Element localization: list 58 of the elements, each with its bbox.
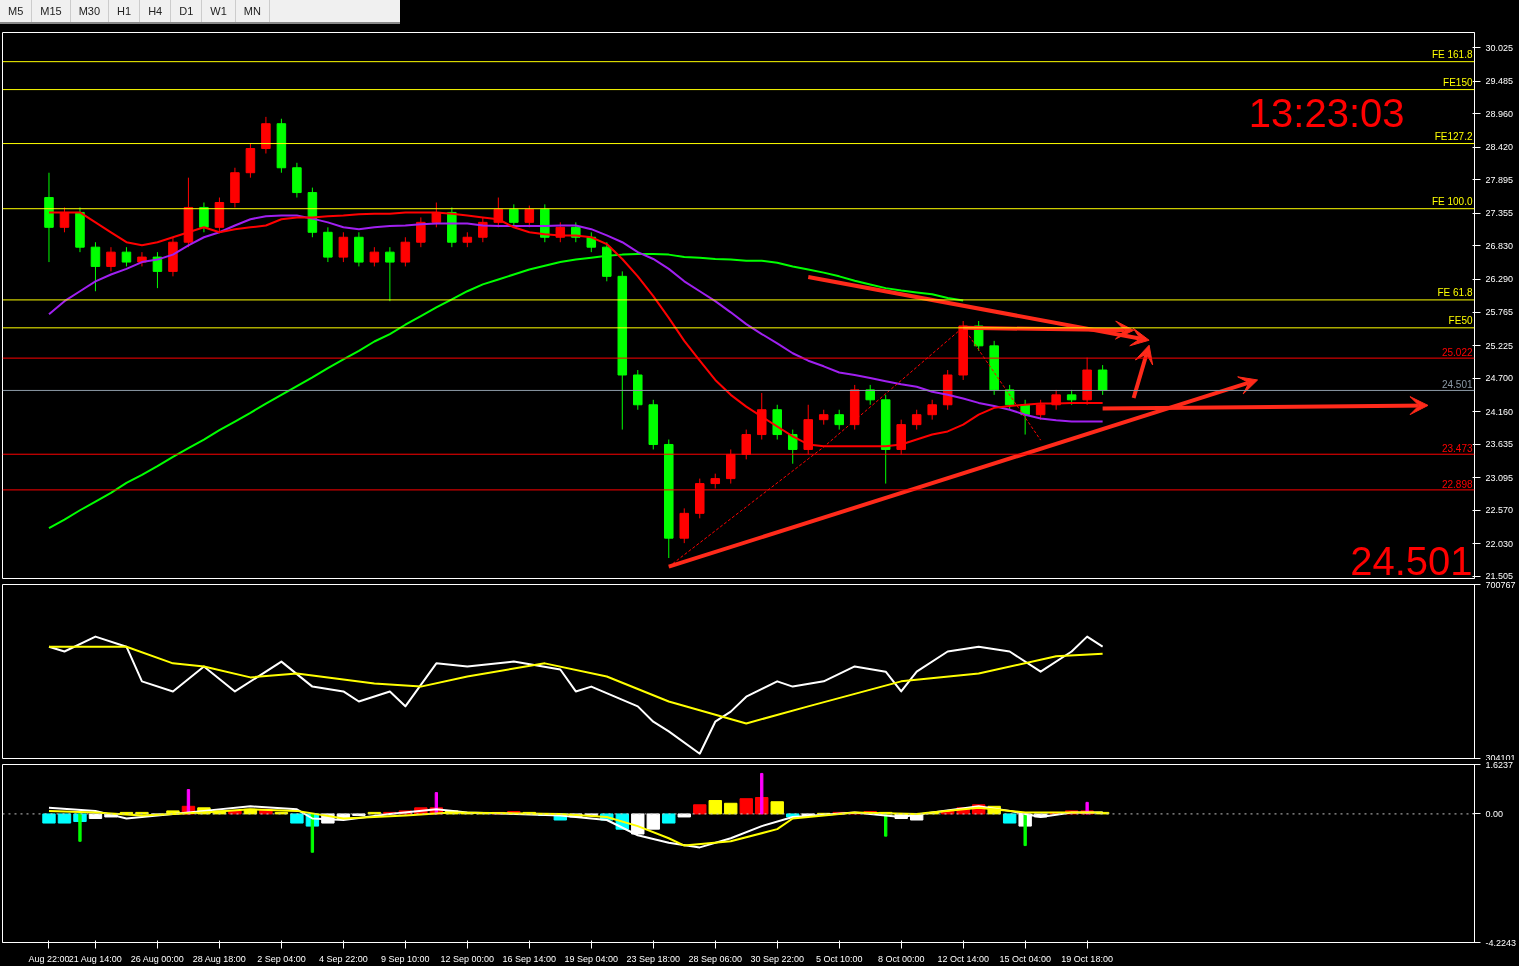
ref-line-label: FE 100.0 [1431,195,1473,207]
text: H1 [109,0,141,22]
x-tick-label: 2 Sep 04:00 [257,953,306,964]
y-tick-label: 27.355 [1485,208,1514,219]
x-tick-label: 26 Aug 00:00 [130,953,184,964]
text: M5 [0,0,33,22]
x-tick-label: 5 Oct 10:00 [815,953,863,964]
y-tick-label: 22.570 [1485,505,1514,516]
y-tick-label: 29.485 [1485,76,1514,87]
y-tick-label: 23.095 [1485,472,1514,483]
ref-line-label: 25.022 [1441,347,1473,359]
y-tick-label: 27.895 [1485,174,1514,185]
ref-line-label: 22.898 [1441,478,1473,490]
text: D1 [171,0,203,22]
x-tick-label: Aug 22:00 [28,953,70,964]
y-tick-label: 23.635 [1485,439,1514,450]
text: M15 [32,0,71,22]
x-tick-label: 12 Oct 14:00 [937,953,989,964]
ref-line-label: FE50 [1448,314,1473,326]
ref-line-label: FE150 [1443,76,1473,88]
x-tick-label: 16 Sep 14:00 [502,953,557,964]
x-tick-label: 12 Sep 00:00 [440,953,495,964]
text: MN [235,0,270,22]
x-tick-label: 19 Sep 04:00 [564,953,619,964]
x-tick-label: 4 Sep 22:00 [319,953,368,964]
text: W1 [202,0,236,22]
x-tick-label: 8 Oct 00:00 [877,953,925,964]
y-tick-label: 30.025 [1485,42,1514,53]
ref-line-label: 24.501 [1441,379,1473,391]
y-tick-label: 700767 [1485,579,1516,590]
y-tick-label: 28.420 [1485,142,1514,153]
ref-line-label: FE 61.8 [1437,286,1473,298]
x-tick-label: 21 Aug 14:00 [68,953,122,964]
x-tick-label: 15 Oct 04:00 [999,953,1051,964]
x-tick-label: 19 Oct 18:00 [1061,953,1113,964]
y-tick-label: 26.830 [1485,240,1514,251]
x-tick-label: 23 Sep 18:00 [626,953,681,964]
ref-line-label: 23.473 [1441,443,1473,455]
ref-line-label: FE127.2 [1434,130,1473,142]
y-tick-label: 26.290 [1485,274,1514,285]
annotation: 24.501 [1350,538,1473,583]
annotation: 13:23:03 [1248,90,1405,135]
y-tick-label: 0.00 [1485,808,1504,819]
y-tick-label: 28.960 [1485,108,1514,119]
y-tick-label: 21.505 [1485,571,1514,582]
text: M30 [70,0,110,22]
x-tick-label: 28 Aug 18:00 [192,953,246,964]
y-tick-label: 24.160 [1485,406,1514,417]
y-tick-label: 25.225 [1485,340,1514,351]
y-tick-label: -4.2243 [1485,937,1517,948]
y-tick-label: 24.700 [1485,373,1514,384]
x-tick-label: 28 Sep 06:00 [688,953,743,964]
y-tick-label: 25.765 [1485,307,1514,318]
text: H4 [140,0,172,22]
x-tick-label: 9 Sep 10:00 [381,953,430,964]
x-tick-label: 30 Sep 22:00 [750,953,805,964]
y-tick-label: 22.030 [1485,538,1514,549]
ref-line-label: FE 161.8 [1431,48,1473,60]
